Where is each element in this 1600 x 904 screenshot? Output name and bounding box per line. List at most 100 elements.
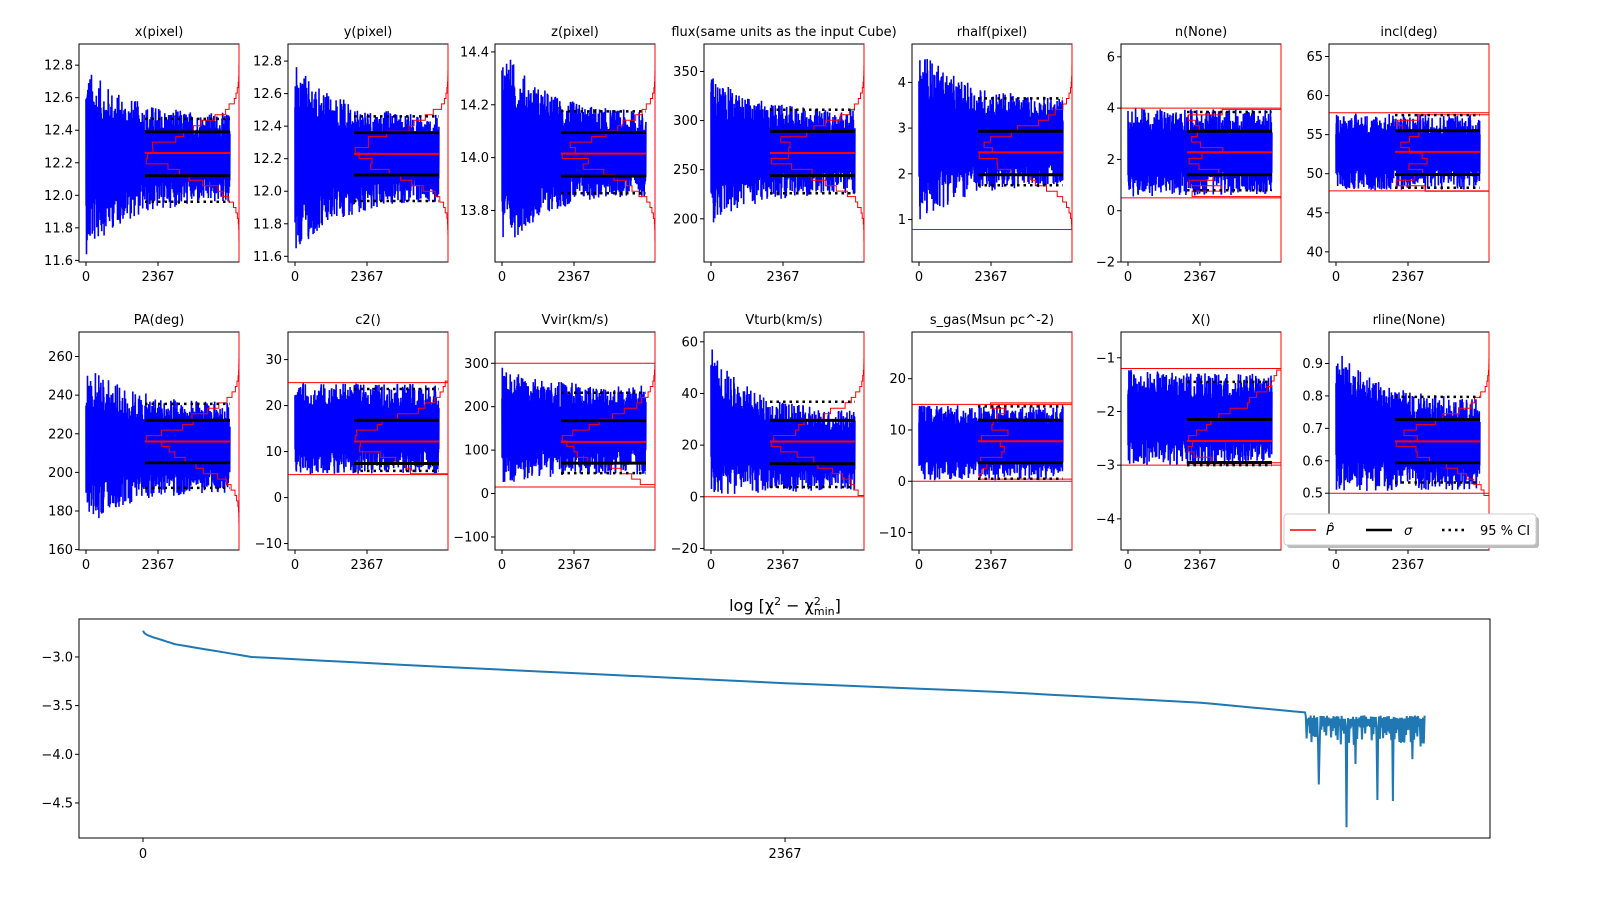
panel-title: Vvir(km/s): [541, 313, 608, 328]
y-tick-label: 160: [48, 543, 73, 558]
x-tick-label: 2367: [974, 270, 1007, 285]
y-tick-label: 3: [898, 122, 906, 137]
x-tick-label: 2367: [1183, 270, 1216, 285]
y-tick-label: 2: [898, 167, 906, 182]
plot-area: [912, 332, 1072, 550]
plot-area: [85, 332, 239, 550]
y-tick-label: 200: [673, 212, 698, 227]
y-tick-label: 20: [265, 399, 282, 414]
x-tick-label: 0: [139, 847, 147, 862]
panel-title: incl(deg): [1380, 25, 1437, 40]
x-tick-label: 2367: [350, 558, 383, 573]
posterior-histogram: [561, 332, 655, 550]
chain-trace: [85, 373, 231, 519]
posterior-histogram: [1187, 332, 1281, 550]
y-tick-label: 12.8: [253, 55, 282, 70]
y-tick-label: 0.5: [1302, 487, 1323, 502]
legend-best-label: P̂: [1326, 524, 1334, 539]
y-tick-label: 11.6: [253, 250, 282, 265]
y-tick-label: −4.0: [41, 748, 73, 763]
y-tick-label: 200: [48, 466, 73, 481]
x-tick-label: 0: [498, 558, 506, 573]
y-tick-label: −20: [671, 542, 698, 557]
y-tick-label: −1: [1096, 351, 1115, 366]
plot-area: [1121, 44, 1281, 262]
panel-2: z(pixel) 13.8 14.0 14.2 14.4 0 2367: [460, 25, 656, 285]
chain-trace: [918, 58, 1064, 220]
y-tick-label: 12.4: [253, 120, 282, 135]
x-tick-label: 0: [1124, 270, 1132, 285]
panel-title: z(pixel): [551, 25, 599, 40]
x-tick-label: 0: [707, 558, 715, 573]
panel-0: x(pixel) 11.6 11.8 12.0 12.2 12.4 12.6 12.8 0 236…: [44, 25, 240, 285]
y-tick-label: 14.4: [460, 45, 489, 60]
y-tick-label: 45: [1306, 206, 1323, 221]
y-tick-label: −3.5: [41, 699, 73, 714]
y-tick-label: 12.2: [44, 156, 73, 171]
chi2-title: log [χ2 − χ2 min]: [729, 595, 841, 618]
plot-area: [1121, 332, 1281, 550]
x-tick-label: 0: [1332, 558, 1340, 573]
y-tick-label: 0.9: [1302, 357, 1323, 372]
legend-sigma-label: σ: [1404, 524, 1413, 539]
panel-6: incl(deg) 40 45 50 55 60 65 0 2367: [1306, 25, 1490, 285]
y-tick-label: 1: [898, 213, 906, 228]
x-tick-label: 2367: [350, 270, 383, 285]
plot-area: [288, 332, 448, 550]
y-tick-label: 260: [48, 350, 73, 365]
y-tick-label: 350: [673, 65, 698, 80]
panel-4: rhalf(pixel) 1 2 3 4 0 2367: [898, 25, 1073, 285]
x-tick-label: 2367: [557, 558, 590, 573]
x-tick-label: 0: [82, 558, 90, 573]
panel-title: rline(None): [1373, 313, 1446, 328]
panel-title: c2(): [355, 313, 381, 328]
y-tick-label: 0: [1107, 204, 1115, 219]
panel-title: x(pixel): [135, 25, 184, 40]
y-tick-label: 2: [1107, 153, 1115, 168]
y-tick-label: 0: [481, 487, 489, 502]
x-tick-label: 0: [1124, 558, 1132, 573]
panel-13: rline(None) 0.5 0.6 0.7 0.8 0.9 0 2367: [1302, 313, 1490, 573]
x-tick-label: 2367: [1183, 558, 1216, 573]
y-tick-label: 0.7: [1302, 422, 1323, 437]
y-tick-label: 0: [274, 491, 282, 506]
legend-box: [1283, 513, 1537, 546]
x-tick-label: 0: [498, 270, 506, 285]
y-tick-label: 200: [464, 400, 489, 415]
y-tick-label: −2: [1096, 405, 1115, 420]
y-tick-label: 6: [1107, 50, 1115, 65]
x-tick-label: 2367: [141, 270, 174, 285]
y-tick-label: 65: [1306, 50, 1323, 65]
panel-title: s_gas(Msun pc^-2): [930, 313, 1054, 328]
y-tick-label: 4: [1107, 102, 1115, 117]
y-tick-label: 50: [1306, 167, 1323, 182]
y-tick-label: 12.6: [253, 87, 282, 102]
chi2-curve: [142, 630, 1426, 828]
panel-title: rhalf(pixel): [957, 25, 1027, 40]
chain-trace: [85, 74, 231, 255]
x-tick-label: 0: [707, 270, 715, 285]
posterior-histogram: [1395, 44, 1489, 262]
y-tick-label: 20: [889, 372, 906, 387]
plot-area: [85, 44, 239, 262]
y-tick-label: −100: [453, 530, 489, 545]
plot-area: [1329, 44, 1489, 262]
legend: P̂ σ 95 % CI: [1283, 513, 1539, 548]
y-tick-label: 0: [690, 490, 698, 505]
chain-trace: [294, 67, 440, 249]
y-tick-label: 180: [48, 504, 73, 519]
plot-area: [501, 44, 655, 262]
y-tick-label: 60: [681, 335, 698, 350]
y-tick-label: 30: [265, 353, 282, 368]
y-tick-label: 100: [464, 444, 489, 459]
panel-title: n(None): [1175, 25, 1227, 40]
chain-trace: [918, 405, 1064, 481]
y-tick-label: −10: [879, 526, 906, 541]
plot-area: [1329, 332, 1489, 550]
y-tick-label: 12.0: [253, 185, 282, 200]
chain-trace: [501, 367, 647, 483]
chain-trace: [1335, 113, 1481, 191]
panel-11: s_gas(Msun pc^-2) −10 0 10 20 0 2367: [879, 313, 1073, 573]
x-tick-label: 2367: [1391, 270, 1424, 285]
y-tick-label: 0.8: [1302, 389, 1323, 404]
